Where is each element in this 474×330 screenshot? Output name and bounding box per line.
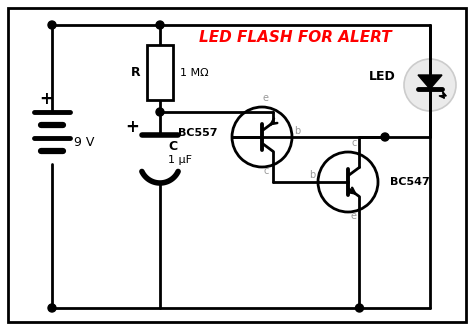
Text: +: + [39, 90, 53, 108]
Circle shape [381, 133, 389, 141]
Text: e: e [263, 93, 269, 103]
Circle shape [48, 21, 56, 29]
Text: c: c [264, 166, 269, 176]
Bar [147, 45, 173, 100]
Text: R: R [131, 66, 141, 79]
Circle shape [156, 108, 164, 116]
Circle shape [356, 304, 364, 312]
Text: c: c [351, 138, 357, 148]
Text: e: e [351, 211, 357, 221]
Text: LED: LED [369, 71, 396, 83]
Text: LED FLASH FOR ALERT: LED FLASH FOR ALERT [199, 30, 392, 46]
Text: 9 V: 9 V [74, 136, 94, 148]
Text: BC557: BC557 [178, 128, 218, 138]
Text: 1 MΩ: 1 MΩ [180, 68, 209, 78]
Text: BC547: BC547 [390, 177, 430, 187]
Text: C: C [168, 141, 177, 153]
Polygon shape [418, 75, 442, 89]
Circle shape [404, 59, 456, 111]
Text: 1 μF: 1 μF [168, 155, 192, 165]
Circle shape [156, 21, 164, 29]
Text: b: b [294, 126, 300, 136]
Text: +: + [125, 118, 139, 136]
Circle shape [48, 304, 56, 312]
Text: b: b [309, 170, 315, 180]
